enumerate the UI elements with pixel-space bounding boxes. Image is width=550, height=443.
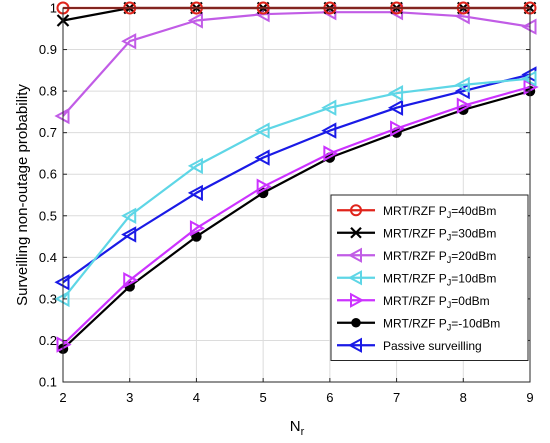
legend-marker — [350, 292, 365, 308]
x-tick-label: 8 — [460, 390, 467, 405]
legend-marker — [350, 226, 362, 239]
data-point-marker — [187, 12, 203, 29]
series-line — [62, 11, 531, 117]
x-tick-label: 7 — [393, 390, 400, 405]
x-tick-label: 6 — [326, 390, 333, 405]
legend-label-subscript: J — [447, 232, 452, 242]
legend-marker — [350, 204, 362, 217]
legend-label-suffix: =30dBm — [451, 226, 496, 240]
legend-entry: MRT/RZF PJ=40dBm — [337, 204, 496, 220]
data-point-marker — [321, 122, 337, 139]
data-point-marker — [187, 184, 203, 202]
legend-label-suffix: =-10dBm — [451, 316, 500, 330]
data-point-marker — [121, 33, 137, 50]
legend-label-suffix: =0dBm — [451, 294, 489, 308]
legend-entry: MRT/RZF PJ=30dBm — [337, 226, 496, 242]
axis-ticks: 2 3 4 5 6 7 8 9 0.1 0.2 0.3 0.4 0.5 0.6 0.7 0.8 0.9 1 — [39, 1, 534, 406]
legend-label-subscript: J — [447, 277, 452, 287]
legend-label: MRT/RZF PJ=30dBm — [383, 226, 496, 242]
data-point-marker — [256, 178, 272, 195]
legend-label-subscript: J — [447, 300, 452, 310]
legend-entry: MRT/RZF PJ=20dBm — [337, 247, 496, 265]
x-tick-label: 2 — [59, 390, 66, 405]
x-tick-label: 9 — [526, 390, 533, 405]
x-tick-label: 5 — [260, 390, 267, 405]
legend-label-main: MRT/RZF P — [383, 204, 447, 218]
y-tick-label: 0.1 — [39, 375, 57, 390]
data-point-marker — [387, 85, 404, 102]
legend-entry: MRT/RZF PJ=-10dBm — [337, 316, 500, 332]
legend-label: MRT/RZF PJ=20dBm — [383, 249, 496, 265]
legend-entry: MRT/RZF PJ=10dBm — [337, 270, 496, 287]
data-point-marker — [321, 99, 337, 116]
legend-marker — [347, 270, 362, 286]
y-tick-label: 0.5 — [39, 208, 57, 223]
data-point-marker — [323, 145, 339, 162]
y-tick-label: 0.9 — [39, 42, 57, 57]
data-point-marker — [121, 226, 137, 243]
legend-label-main: MRT/RZF P — [383, 316, 447, 330]
series-line — [62, 90, 531, 350]
x-tick-label: 4 — [193, 390, 200, 405]
y-tick-label: 0.3 — [39, 291, 57, 306]
legend-label: MRT/RZF PJ=40dBm — [383, 204, 496, 220]
legend-label-suffix: =40dBm — [451, 204, 496, 218]
series-line — [62, 85, 531, 346]
legend-label-suffix: =20dBm — [451, 249, 496, 263]
data-point-marker — [456, 97, 472, 114]
legend-entry: MRT/RZF PJ=0dBm — [337, 292, 490, 310]
legend-label-suffix: =10dBm — [451, 271, 496, 285]
data-point-marker — [387, 99, 404, 116]
y-axis-label: Surveilling non-outage probability — [14, 84, 31, 306]
data-point-marker — [390, 120, 406, 137]
legend-marker — [347, 247, 362, 263]
legend-label-subscript: J — [447, 322, 452, 332]
legend-label-main: MRT/RZF P — [383, 294, 447, 308]
x-tick-label: 3 — [126, 390, 133, 405]
data-point-marker — [189, 220, 206, 237]
data-point-marker — [187, 157, 203, 175]
y-tick-label: 0.4 — [39, 250, 57, 265]
data-point-marker — [254, 122, 270, 139]
x-axis-label-main: N — [290, 418, 301, 435]
series-line — [62, 73, 531, 284]
legend-label-main: MRT/RZF P — [383, 249, 447, 263]
legend-label-main: Passive surveilling — [383, 339, 482, 353]
y-tick-label: 0.7 — [39, 125, 57, 140]
legend-label: MRT/RZF PJ=10dBm — [383, 271, 496, 287]
data-point-marker — [454, 76, 470, 94]
legend-marker — [347, 337, 362, 353]
legend-label: Passive surveilling — [383, 339, 482, 353]
legend-label-subscript: J — [447, 210, 452, 220]
y-tick-label: 0.2 — [39, 333, 57, 348]
y-tick-label: 0.6 — [39, 167, 57, 182]
legend-label-main: MRT/RZF P — [383, 271, 447, 285]
legend-marker — [351, 318, 361, 328]
data-point-marker — [123, 272, 139, 289]
legend-entry: Passive surveilling — [337, 337, 482, 353]
y-tick-label: 0.8 — [39, 84, 57, 99]
legend-label: MRT/RZF PJ=0dBm — [383, 294, 490, 310]
legend-label-main: MRT/RZF P — [383, 226, 447, 240]
series-line — [62, 77, 531, 300]
legend-label-subscript: J — [447, 255, 452, 265]
data-point-marker — [254, 149, 270, 166]
y-tick-label: 1 — [50, 1, 57, 16]
legend-label: MRT/RZF PJ=-10dBm — [383, 316, 500, 332]
plot-frame — [62, 7, 531, 383]
data-point-marker — [121, 207, 137, 224]
x-axis-label: Nr — [290, 418, 305, 438]
x-axis-label-subscript: r — [301, 426, 305, 438]
